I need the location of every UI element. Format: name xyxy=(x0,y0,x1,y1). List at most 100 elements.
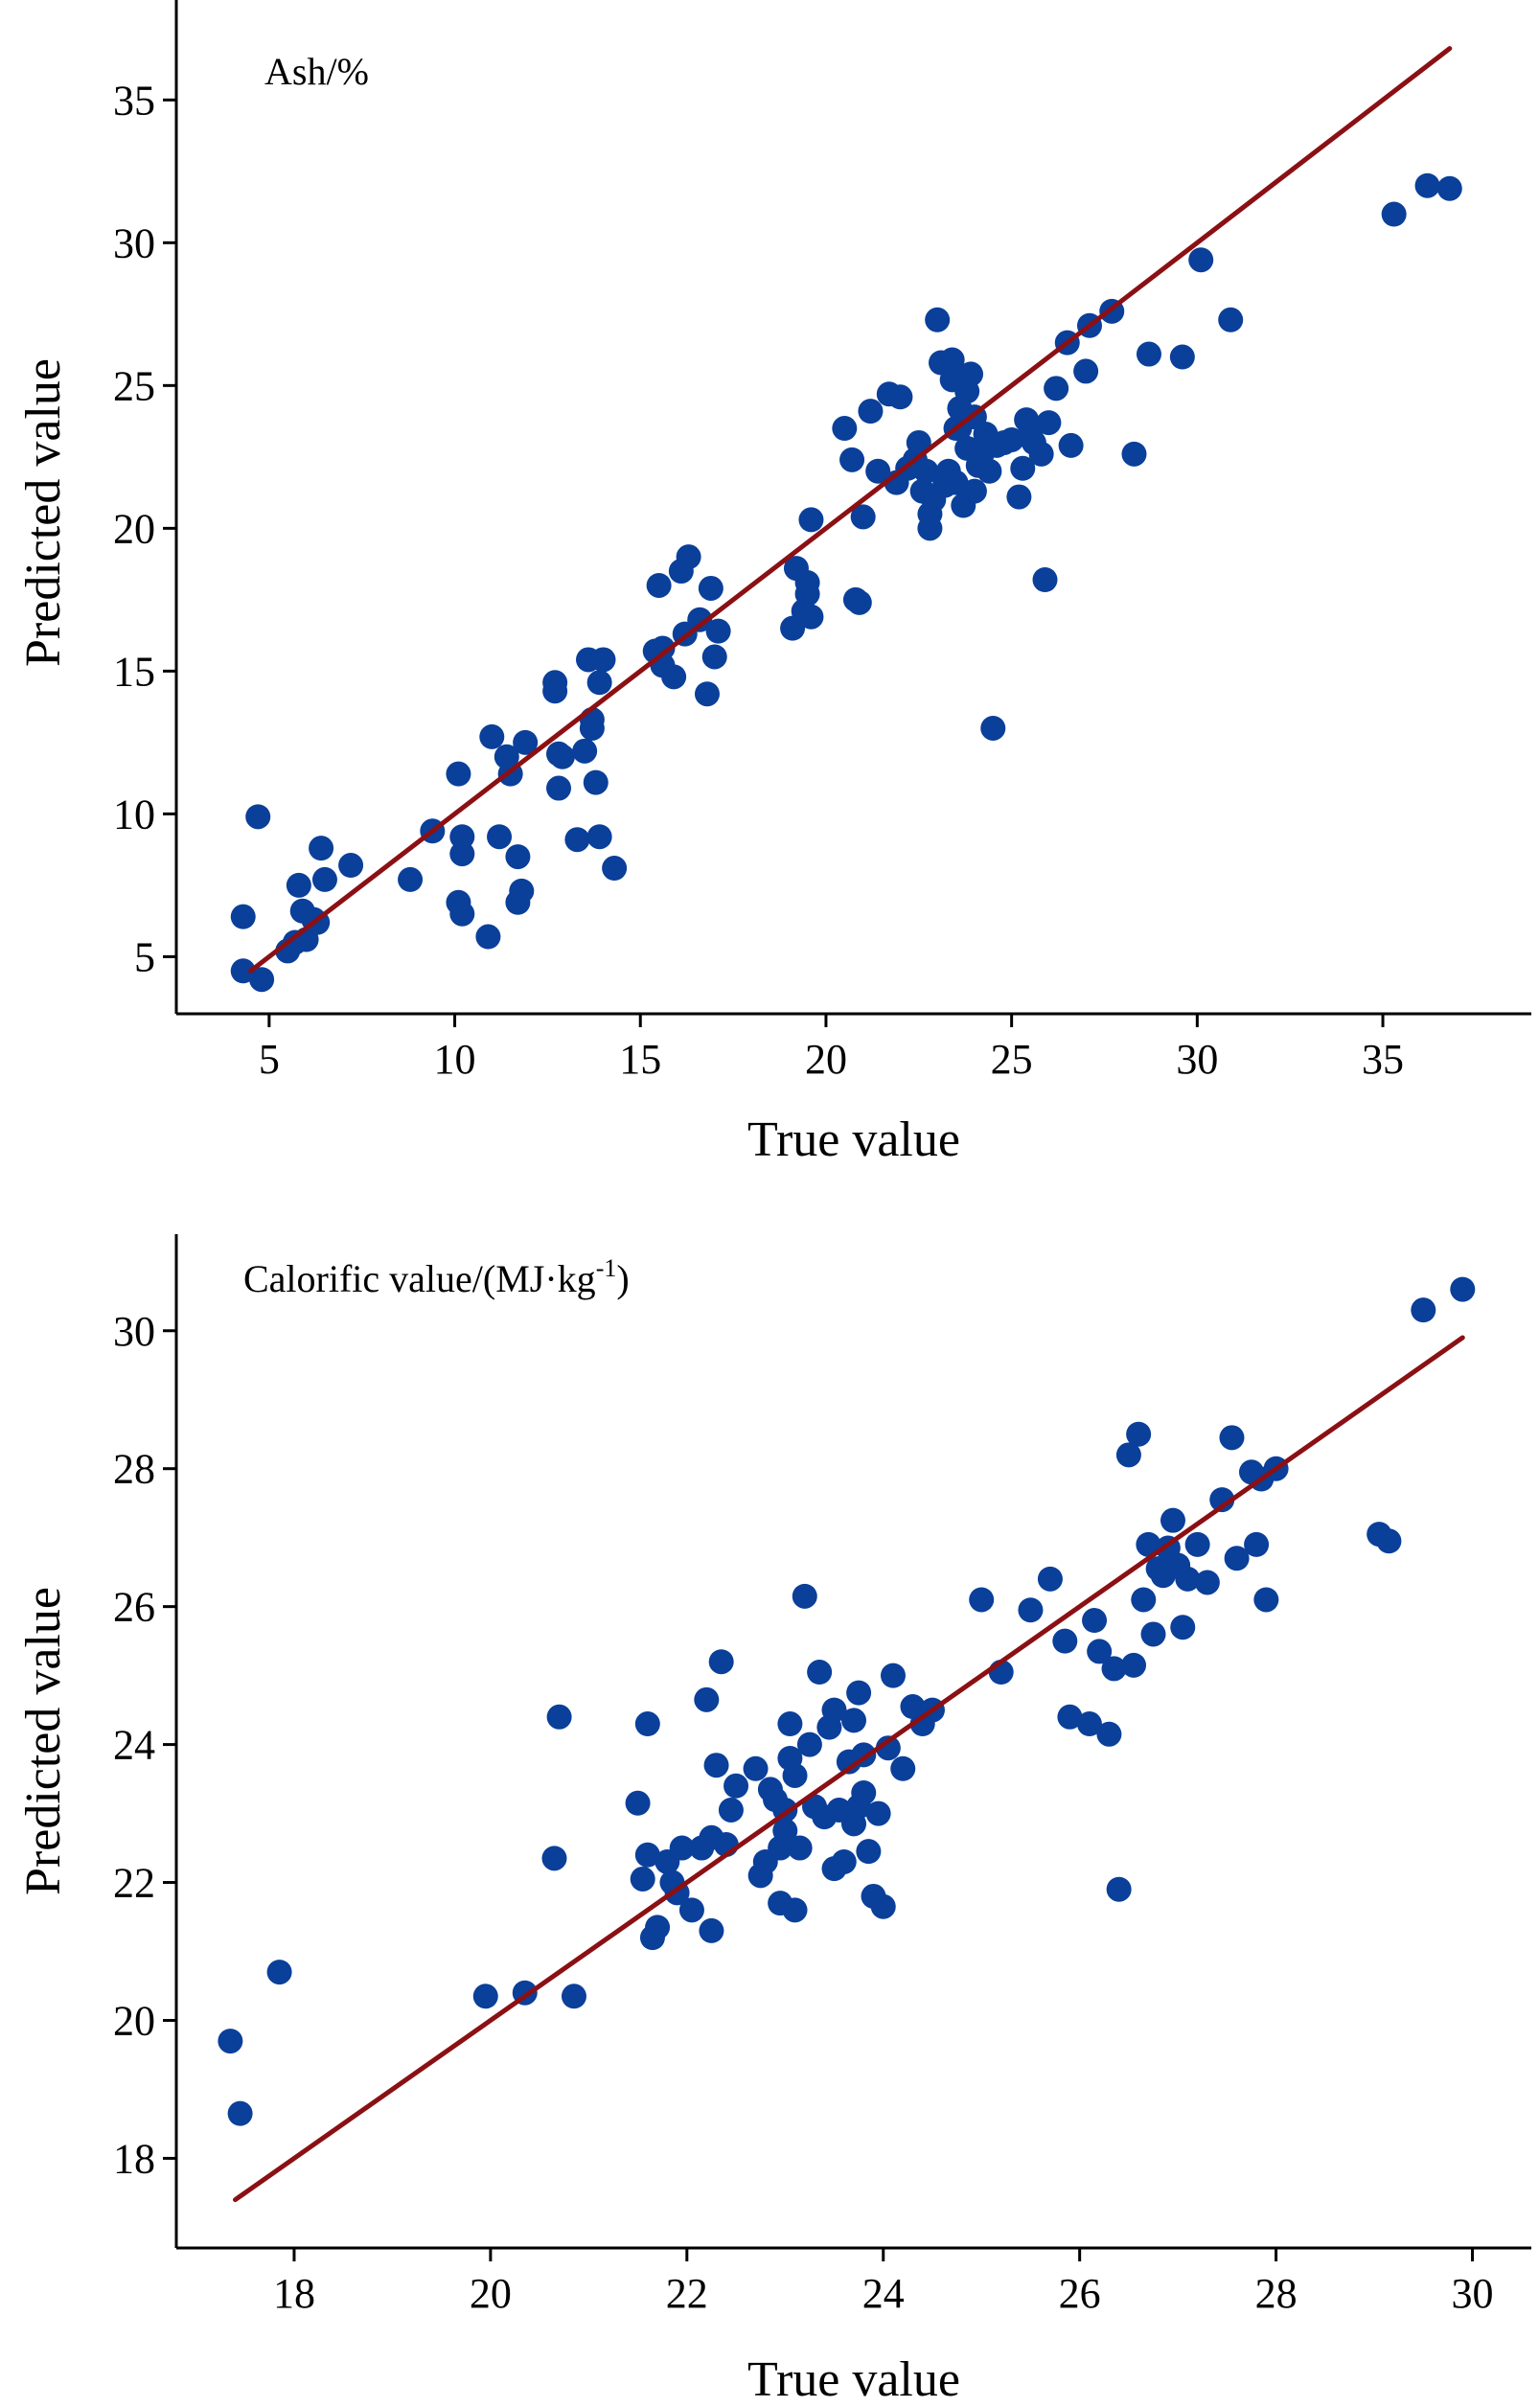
ash-annotation: Ash/% xyxy=(264,50,369,93)
ash-point xyxy=(832,416,858,442)
ash-point xyxy=(446,761,471,787)
calorific-point xyxy=(1018,1597,1044,1623)
calorific-fit-line xyxy=(232,1335,1465,2203)
ash-point xyxy=(676,544,701,570)
ash-point xyxy=(980,715,1006,741)
calorific-point xyxy=(724,1773,749,1799)
calorific-y-axis-label: Predicted value xyxy=(16,1587,71,1895)
ash-point xyxy=(1044,376,1069,401)
ash-point xyxy=(479,723,505,749)
ash-y-tick-label: 5 xyxy=(134,933,155,980)
ash-point xyxy=(311,866,337,892)
calorific-point xyxy=(718,1797,744,1823)
ash-point xyxy=(650,635,676,661)
ash-point xyxy=(513,729,539,755)
calorific-point xyxy=(699,1917,724,1943)
calorific-point xyxy=(782,1897,808,1923)
calorific-point xyxy=(1052,1628,1078,1654)
calorific-point xyxy=(1087,1639,1113,1664)
calorific-point xyxy=(1253,1587,1279,1613)
ash-fit-line xyxy=(247,46,1453,974)
calorific-y-tick-label: 28 xyxy=(113,1446,155,1493)
calorific-point xyxy=(1140,1621,1166,1647)
ash-point xyxy=(449,824,475,850)
calorific-point xyxy=(782,1762,808,1788)
ash-point xyxy=(245,804,271,830)
ash-point xyxy=(542,670,568,696)
calorific-x-tick-label: 30 xyxy=(1452,2270,1494,2317)
ash-y-tick-label: 20 xyxy=(113,505,155,552)
ash-point xyxy=(925,307,951,333)
calorific-x-tick-label: 24 xyxy=(862,2270,905,2317)
calorific-points xyxy=(218,1276,1476,2126)
ash-point xyxy=(646,572,672,598)
calorific-axes xyxy=(174,1234,1531,2250)
calorific-y-ticks: 18 20 22 24 26 28 30 xyxy=(113,1308,176,2182)
ash-point xyxy=(1058,432,1084,458)
ash-point xyxy=(1381,201,1407,227)
ash-point xyxy=(850,504,876,530)
ash-point xyxy=(1006,484,1032,510)
ash-point xyxy=(661,664,687,690)
calorific-point xyxy=(821,1697,847,1723)
calorific-point xyxy=(870,1893,896,1919)
calorific-point xyxy=(1160,1507,1186,1533)
calorific-point xyxy=(1096,1721,1122,1747)
calorific-point xyxy=(669,1835,695,1861)
ash-point xyxy=(602,856,628,882)
ash-point xyxy=(509,878,535,904)
ash-point xyxy=(487,824,513,850)
calorific-point xyxy=(1411,1297,1436,1323)
ash-point xyxy=(687,607,713,632)
ash-point xyxy=(865,458,891,484)
calorific-point xyxy=(1184,1531,1210,1557)
ash-point xyxy=(449,841,475,867)
ash-point xyxy=(572,738,598,764)
ash-point xyxy=(961,478,987,504)
ash-point xyxy=(913,458,939,484)
calorific-point xyxy=(634,1711,660,1737)
calorific-point xyxy=(1126,1421,1152,1447)
ash-point xyxy=(698,575,724,601)
ash-x-tick-label: 25 xyxy=(991,1036,1033,1083)
ash-x-tick-label: 30 xyxy=(1176,1036,1218,1083)
calorific-point xyxy=(831,1848,857,1874)
ash-x-tick-label: 15 xyxy=(619,1036,661,1083)
calorific-point xyxy=(1082,1608,1108,1634)
ash-point xyxy=(579,715,605,741)
calorific-annotation-end: ) xyxy=(616,1257,629,1300)
ash-point xyxy=(694,681,720,707)
ash-point xyxy=(701,644,727,670)
ash-point xyxy=(1010,455,1036,481)
calorific-y-tick-label: 22 xyxy=(113,1860,155,1907)
calorific-point xyxy=(807,1660,833,1686)
calorific-x-tick-label: 28 xyxy=(1255,2270,1298,2317)
calorific-point xyxy=(792,1583,817,1609)
ash-y-axis-label: Predicted value xyxy=(16,358,71,667)
ash-point xyxy=(798,507,824,533)
calorific-point xyxy=(1101,1656,1127,1682)
ash-point xyxy=(546,775,572,801)
calorific-point xyxy=(1219,1425,1245,1451)
ash-point xyxy=(398,866,424,892)
calorific-y-tick-label: 18 xyxy=(113,2135,155,2182)
calorific-point xyxy=(645,1915,671,1940)
ash-point xyxy=(1414,172,1440,198)
ash-point xyxy=(798,604,824,630)
calorific-point xyxy=(777,1711,803,1737)
calorific-x-ticks: 18 20 22 24 26 28 30 xyxy=(273,2248,1494,2317)
calorific-point xyxy=(708,1649,734,1675)
calorific-point xyxy=(1175,1566,1201,1592)
ash-x-tick-label: 10 xyxy=(434,1036,476,1083)
calorific-point xyxy=(1224,1546,1250,1571)
ash-point xyxy=(1028,441,1054,467)
ash-axes xyxy=(174,0,1531,1016)
calorific-annotation-main: Calorific value/(MJ·kg xyxy=(243,1257,596,1300)
ash-x-tick-label: 35 xyxy=(1362,1036,1404,1083)
ash-point xyxy=(794,569,820,595)
calorific-point xyxy=(678,1897,704,1923)
calorific-point xyxy=(630,1866,655,1892)
calorific-point xyxy=(227,2100,253,2126)
calorific-point xyxy=(1106,1876,1132,1902)
